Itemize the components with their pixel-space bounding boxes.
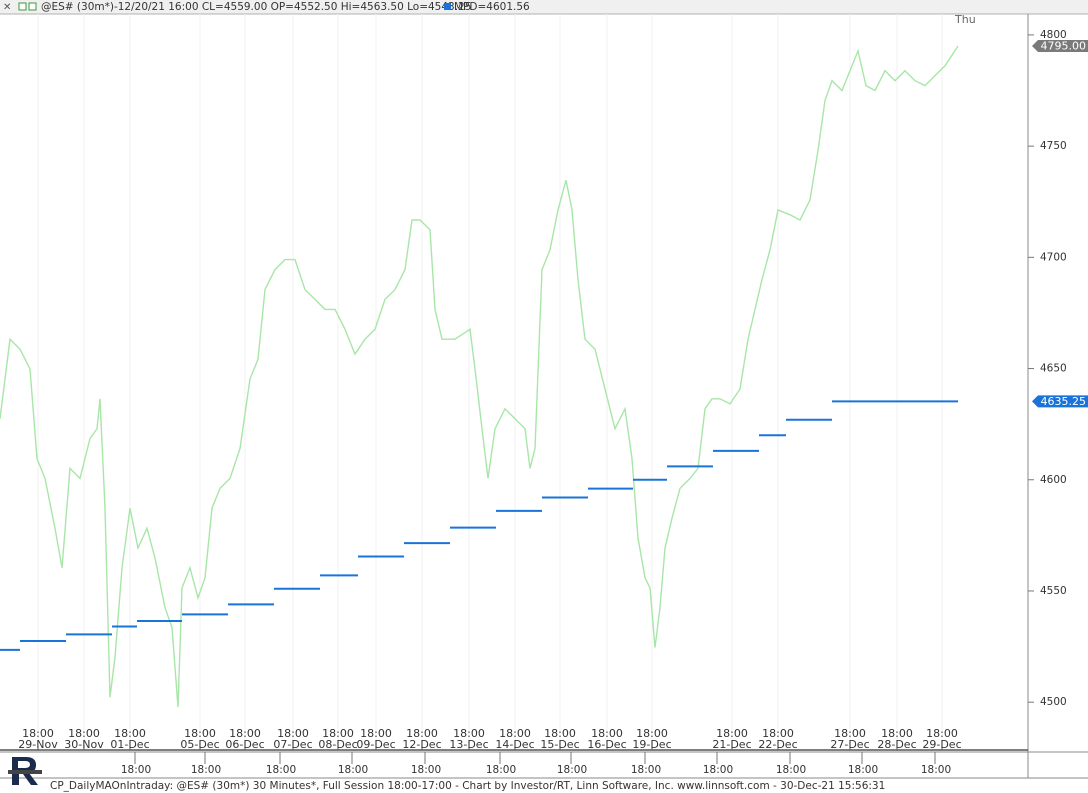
x-tick-label: 27-Dec	[830, 738, 869, 751]
overview-tick-label: 18:00	[921, 764, 951, 776]
overview-tick-label: 18:00	[557, 764, 587, 776]
x-tick-time: 18:00	[762, 727, 794, 740]
x-tick-label: 21-Dec	[712, 738, 751, 751]
x-tick-time: 18:00	[926, 727, 958, 740]
x-tick-time: 18:00	[229, 727, 261, 740]
x-tick-time: 18:00	[360, 727, 392, 740]
header-bar	[0, 0, 1088, 14]
x-tick-time: 18:00	[544, 727, 576, 740]
overview-tick-label: 18:00	[703, 764, 733, 776]
x-tick-label: 15-Dec	[540, 738, 579, 751]
close-icon[interactable]: ✕	[3, 2, 11, 13]
price-tag-label: 4795.00	[1041, 40, 1087, 53]
legend-label: MPD=4601.56	[454, 1, 530, 13]
price-tag-label: 4635.25	[1041, 395, 1087, 408]
x-tick-label: 29-Nov	[18, 738, 58, 751]
overview-tick-label: 18:00	[776, 764, 806, 776]
overview-tick-label: 18:00	[631, 764, 661, 776]
x-tick-time: 18:00	[881, 727, 913, 740]
x-tick-time: 18:00	[114, 727, 146, 740]
x-tick-label: 13-Dec	[449, 738, 488, 751]
x-tick-time: 18:00	[184, 727, 216, 740]
overview-tick-label: 18:00	[191, 764, 221, 776]
x-tick-time: 18:00	[834, 727, 866, 740]
x-tick-time: 18:00	[716, 727, 748, 740]
price-tag	[1032, 395, 1088, 408]
header-title: @ES# (30m*)-12/20/21 16:00 CL=4559.00 OP…	[41, 1, 471, 13]
y-tick-label: 4550	[1040, 585, 1067, 597]
x-tick-label: 28-Dec	[877, 738, 916, 751]
x-tick-time: 18:00	[499, 727, 531, 740]
overview-tick-label: 18:00	[848, 764, 878, 776]
x-tick-time: 18:00	[406, 727, 438, 740]
x-tick-time: 18:00	[22, 727, 54, 740]
y-tick-label: 4650	[1040, 363, 1067, 375]
price-line	[0, 45, 959, 708]
x-tick-label: 22-Dec	[758, 738, 797, 751]
x-tick-label: 09-Dec	[356, 738, 395, 751]
x-tick-time: 18:00	[322, 727, 354, 740]
checkbox[interactable]	[28, 2, 37, 11]
x-tick-label: 07-Dec	[273, 738, 312, 751]
x-tick-time: 18:00	[277, 727, 309, 740]
x-tick-label: 30-Nov	[64, 738, 104, 751]
x-tick-label: 14-Dec	[495, 738, 534, 751]
x-tick-time: 18:00	[636, 727, 668, 740]
y-tick-label: 4700	[1040, 251, 1067, 263]
y-tick-label: 4600	[1040, 474, 1067, 486]
x-tick-time: 18:00	[591, 727, 623, 740]
footer-text: CP_DailyMAOnIntraday: @ES# (30m*) 30 Min…	[50, 780, 885, 792]
price-tag	[1032, 40, 1088, 53]
overview-tick-label: 18:00	[411, 764, 441, 776]
logo	[8, 757, 42, 785]
x-tick-time: 18:00	[68, 727, 100, 740]
x-tick-label: 19-Dec	[632, 738, 671, 751]
x-tick-label: 29-Dec	[922, 738, 961, 751]
legend-swatch	[444, 3, 451, 10]
header-icons[interactable]: ✕	[3, 2, 37, 13]
overview-tick-label: 18:00	[121, 764, 151, 776]
corner-label: Thu	[954, 13, 976, 26]
y-tick-label: 4500	[1040, 696, 1067, 708]
x-tick-label: 05-Dec	[180, 738, 219, 751]
overview-tick-label: 18:00	[338, 764, 368, 776]
y-tick-label: 4750	[1040, 140, 1067, 152]
overview-tick-label: 18:00	[486, 764, 516, 776]
x-tick-label: 08-Dec	[318, 738, 357, 751]
x-tick-label: 06-Dec	[225, 738, 264, 751]
checkbox[interactable]	[18, 2, 27, 11]
overview-tick-label: 18:00	[266, 764, 296, 776]
x-tick-label: 01-Dec	[110, 738, 149, 751]
x-tick-time: 18:00	[453, 727, 485, 740]
x-tick-label: 12-Dec	[402, 738, 441, 751]
y-tick-label: 4800	[1040, 29, 1067, 41]
x-tick-label: 16-Dec	[587, 738, 626, 751]
